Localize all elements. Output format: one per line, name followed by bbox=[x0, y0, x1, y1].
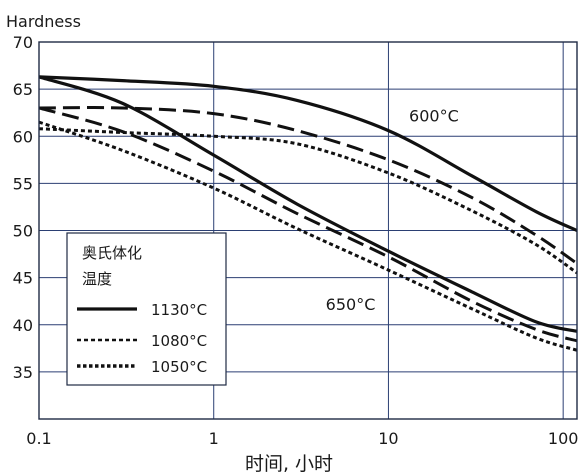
legend: 奥氏体化 温度 1130°C 1080°C 1050°C bbox=[66, 232, 227, 386]
annotation-600c: 600°C bbox=[409, 107, 459, 126]
y-tick-label: 45 bbox=[13, 269, 33, 288]
annotation-650c: 650°C bbox=[326, 295, 376, 314]
y-tick-label: 60 bbox=[13, 127, 33, 146]
series-line-long-dash bbox=[38, 106, 578, 265]
x-tick-label: 0.1 bbox=[26, 429, 51, 448]
legend-label-1050: 1050°C bbox=[151, 358, 207, 376]
legend-title-line-1: 奥氏体化 bbox=[82, 244, 142, 262]
series-line-dotted bbox=[38, 127, 578, 275]
legend-title-line-2: 温度 bbox=[82, 270, 112, 288]
plot-frame bbox=[38, 41, 578, 420]
series-lines bbox=[38, 75, 578, 352]
x-axis-label: 时间, 小时 bbox=[245, 453, 333, 475]
x-tick-label: 100 bbox=[548, 429, 579, 448]
y-axis-label: Hardness bbox=[6, 12, 81, 31]
series-line-dotted bbox=[38, 120, 578, 352]
x-tick-label: 1 bbox=[209, 429, 219, 448]
tick-labels: 35 40 45 50 55 60 65 70 0.1 1 10 100 bbox=[13, 33, 579, 448]
y-tick-label: 55 bbox=[13, 174, 33, 193]
series-line-long-dash bbox=[38, 106, 578, 343]
y-tick-label: 65 bbox=[13, 80, 33, 99]
y-tick-label: 70 bbox=[13, 33, 33, 52]
x-tick-label: 10 bbox=[378, 429, 398, 448]
y-tick-label: 35 bbox=[13, 363, 33, 382]
series-line-solid bbox=[38, 75, 578, 333]
legend-label-1130: 1130°C bbox=[151, 301, 207, 319]
y-tick-label: 40 bbox=[13, 316, 33, 335]
y-tick-label: 50 bbox=[13, 222, 33, 241]
series-line-solid bbox=[38, 75, 578, 232]
legend-label-1080: 1080°C bbox=[151, 332, 207, 350]
